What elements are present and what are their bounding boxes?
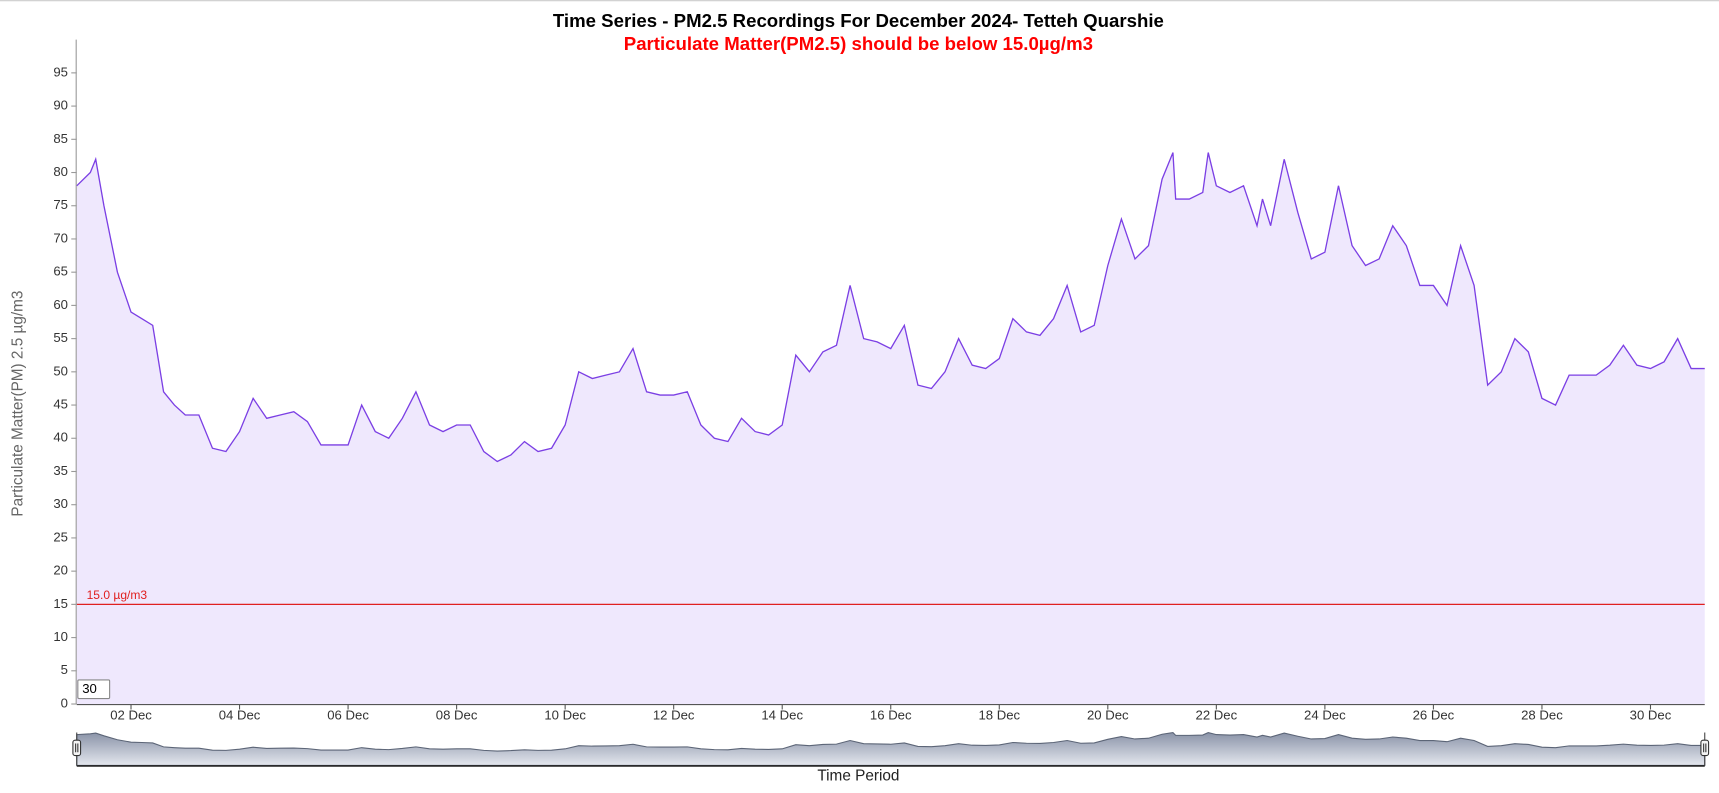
y-tick-label: 70 <box>53 230 68 245</box>
y-tick-label: 80 <box>53 164 68 179</box>
y-tick-label: 60 <box>53 297 68 312</box>
y-tick-label: 5 <box>61 662 68 677</box>
x-tick-label: 12 Dec <box>653 708 695 723</box>
range-input: 30 <box>82 681 97 696</box>
x-tick-label: 20 Dec <box>1087 708 1129 723</box>
x-tick-label: 30 Dec <box>1630 708 1672 723</box>
range-input-box <box>77 679 111 700</box>
y-tick-label: 35 <box>53 463 68 478</box>
y-tick-label: 15 <box>53 596 68 611</box>
y-tick-label: 30 <box>53 496 68 511</box>
y-tick-label: 55 <box>53 330 68 345</box>
x-tick-label: 04 Dec <box>219 708 261 723</box>
y-tick-label: 65 <box>53 264 68 279</box>
x-tick-label: 06 Dec <box>327 708 369 723</box>
x-tick-label: 14 Dec <box>761 708 803 723</box>
y-tick-label: 25 <box>53 529 68 544</box>
navigator-handle[interactable] <box>1700 739 1710 757</box>
x-tick-label: 10 Dec <box>544 708 586 723</box>
threshold-label: 15.0 µg/m3 <box>87 588 148 602</box>
x-tick-label: 26 Dec <box>1413 708 1455 723</box>
y-tick-label: 20 <box>53 563 68 578</box>
y-tick-label: 95 <box>53 64 68 79</box>
x-tick-label: 08 Dec <box>436 708 478 723</box>
area <box>76 152 1705 705</box>
chart-title: Time Series - PM2.5 Recordings For Decem… <box>553 10 1164 31</box>
x-tick-label: 16 Dec <box>870 708 912 723</box>
y-axis-label: Particulate Matter(PM) 2.5 µg/m3 <box>10 291 27 517</box>
y-tick-label: 85 <box>53 131 68 146</box>
navigator-area <box>76 732 1706 766</box>
y-tick-label: 0 <box>61 695 68 710</box>
line <box>76 152 1705 463</box>
chart-subtitle: Particulate Matter(PM2.5) should be belo… <box>624 33 1093 54</box>
x-axis-label: Time Period <box>817 767 899 784</box>
navigator-handle[interactable] <box>72 739 82 757</box>
y-tick-label: 90 <box>53 98 68 113</box>
y-tick-label: 10 <box>53 629 68 644</box>
y-tick-label: 40 <box>53 430 68 445</box>
y-tick-label: 75 <box>53 197 68 212</box>
y-tick-label: 45 <box>53 397 68 412</box>
x-tick-label: 18 Dec <box>978 708 1020 723</box>
y-tick-label: 50 <box>53 363 68 378</box>
x-tick-label: 24 Dec <box>1304 708 1346 723</box>
x-tick-label: 22 Dec <box>1196 708 1238 723</box>
x-tick-label: 28 Dec <box>1521 708 1563 723</box>
x-tick-label: 02 Dec <box>110 708 152 723</box>
